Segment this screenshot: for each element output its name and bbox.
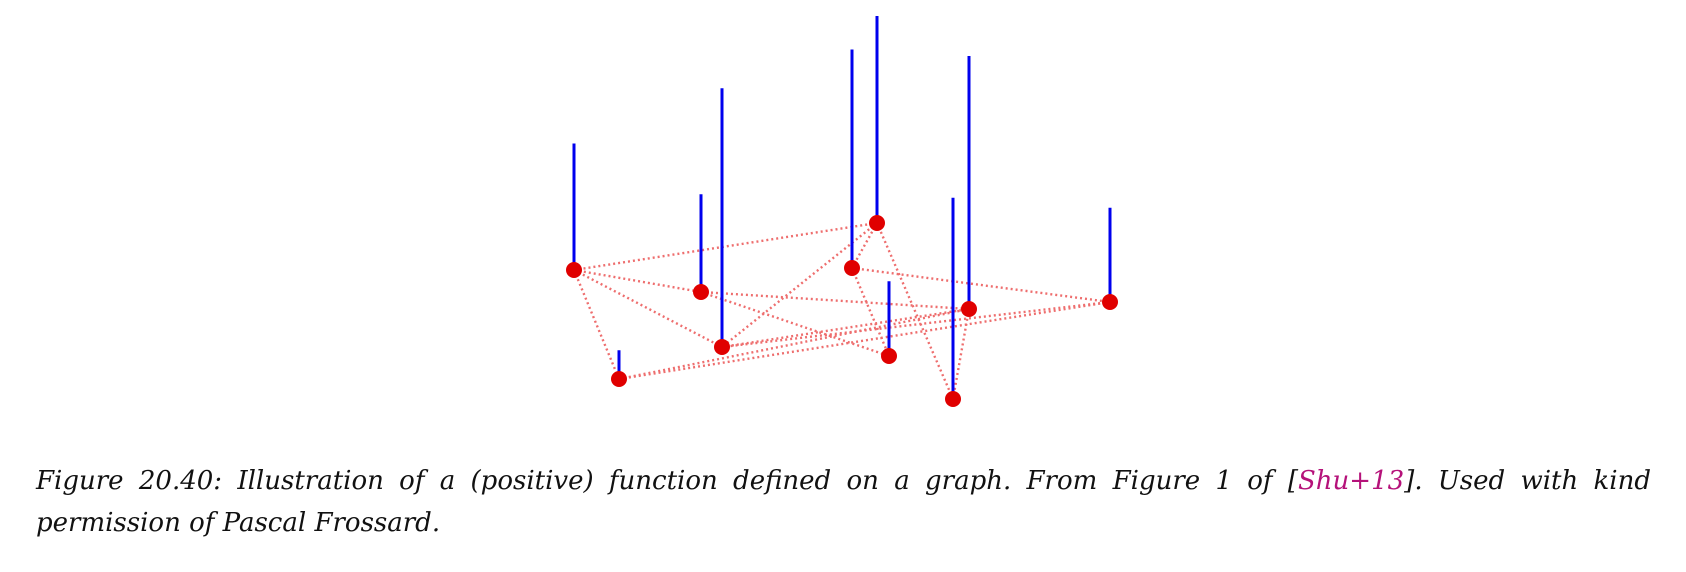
edge-n9-n2	[875, 222, 955, 400]
caption-suffix: ]. Used with kind permission of Pascal F…	[36, 466, 1651, 538]
edge-n1-n6	[572, 269, 621, 380]
edge-n1-n3	[573, 268, 702, 294]
node-n5	[1102, 294, 1118, 310]
signal-stems	[572, 16, 1112, 399]
edge-n4-n8	[850, 267, 891, 357]
edge-n6-n10	[618, 307, 970, 381]
graph-edges	[572, 221, 1111, 400]
graph-nodes	[566, 215, 1118, 407]
edge-n3-n8	[700, 290, 890, 358]
edge-n7-n10	[721, 307, 970, 349]
edge-n4-n5	[851, 266, 1111, 304]
citation-link[interactable]: Shu+13	[1298, 466, 1405, 496]
edge-n2-n7	[721, 222, 878, 348]
edge-n2-n4	[850, 222, 879, 269]
node-n8	[881, 348, 897, 364]
node-n1	[566, 262, 582, 278]
graph-signal-figure	[566, 16, 1118, 407]
node-n9	[945, 391, 961, 407]
node-n7	[714, 339, 730, 355]
figure-caption: Figure 20.40: Illustration of a (positiv…	[36, 460, 1651, 544]
node-n3	[693, 284, 709, 300]
node-n6	[611, 371, 627, 387]
edge-n5-n7	[721, 300, 1111, 349]
node-n2	[869, 215, 885, 231]
node-n4	[844, 260, 860, 276]
edge-n5-n6	[618, 300, 1111, 381]
edge-n10-n9	[951, 308, 971, 400]
caption-prefix: Figure 20.40: Illustration of a (positiv…	[36, 466, 1298, 496]
edge-n2-n1	[573, 221, 878, 272]
node-n10	[961, 301, 977, 317]
edge-n3-n10	[700, 290, 970, 311]
